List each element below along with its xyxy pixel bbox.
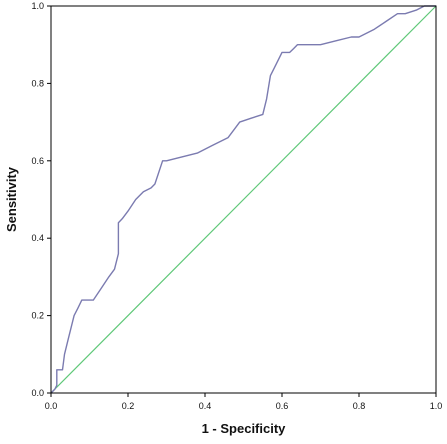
y-tick-label: 0.0: [31, 388, 44, 398]
y-tick-label: 1.0: [31, 1, 44, 11]
x-tick-label: 1.0: [430, 401, 443, 411]
y-tick-label: 0.4: [31, 233, 44, 243]
reference-diagonal-line: [50, 5, 437, 394]
x-tick-label: 0.4: [199, 401, 212, 411]
y-tick-label: 0.2: [31, 311, 44, 321]
x-tick-label: 0.2: [122, 401, 135, 411]
x-tick-label: 0.8: [353, 401, 366, 411]
tick-layer: 0.0 0.2 0.4 0.6 0.8 1.0 0.0 0.2 0.4 0.6 0.8 1.0: [31, 1, 442, 411]
x-tick-label: 0.6: [276, 401, 289, 411]
y-axis-title: Sensitivity: [4, 166, 19, 232]
x-tick-label: 0.0: [45, 401, 58, 411]
roc-curve-line: [50, 5, 436, 394]
y-tick-label: 0.8: [31, 78, 44, 88]
x-axis-title: 1 - Specificity: [202, 421, 287, 436]
y-tick-label: 0.6: [31, 156, 44, 166]
plot-frame: [50, 5, 437, 394]
